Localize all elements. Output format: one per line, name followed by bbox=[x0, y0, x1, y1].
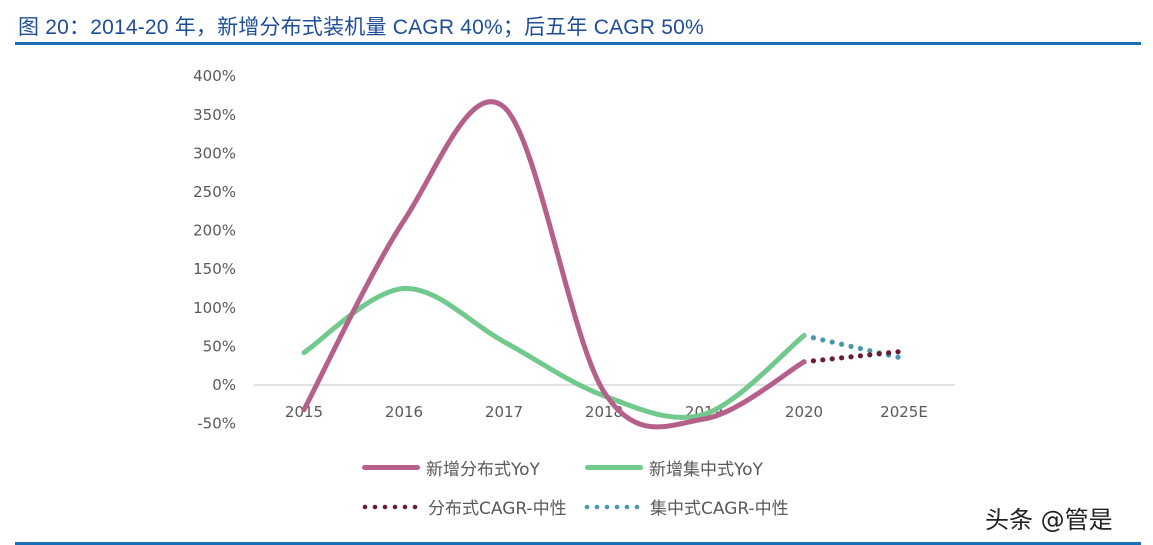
legend-item-centralized-cagr: 集中式CAGR-中性 bbox=[584, 494, 789, 519]
x-tick-label: 2016 bbox=[385, 403, 423, 421]
legend-label: 新增集中式YoY bbox=[649, 460, 763, 480]
legend-swatch-dotted-teal bbox=[584, 504, 640, 509]
legend-item-distributed-cagr: 分布式CAGR-中性 bbox=[362, 494, 567, 519]
y-tick-label: 100% bbox=[193, 299, 236, 317]
y-tick-label: 350% bbox=[193, 106, 236, 124]
legend-label: 新增分布式YoY bbox=[426, 460, 540, 480]
x-tick-label: 2020 bbox=[785, 403, 823, 421]
legend-swatch-solid-pink bbox=[362, 465, 420, 470]
legend-label: 集中式CAGR-中性 bbox=[650, 499, 789, 519]
legend-item-centralized-yoy: 新增集中式YoY bbox=[585, 455, 763, 480]
figure-title: 图 20：2014-20 年，新增分布式装机量 CAGR 40%；后五年 CAG… bbox=[18, 16, 704, 39]
watermark: 头条 @管是 bbox=[985, 506, 1113, 534]
chart-series bbox=[301, 99, 901, 430]
y-tick-label: 400% bbox=[193, 67, 236, 85]
x-tick-label: 2017 bbox=[485, 403, 523, 421]
series-centralized-yoy bbox=[301, 285, 807, 420]
series-distributed-yoy bbox=[301, 99, 807, 430]
y-tick-label: 250% bbox=[193, 183, 236, 201]
legend-item-distributed-yoy: 新增分布式YoY bbox=[362, 455, 540, 480]
series-distributed-cagr bbox=[801, 349, 901, 365]
bottom-rule bbox=[15, 542, 1141, 545]
y-tick-label: 0% bbox=[212, 376, 236, 394]
y-axis-ticks: 400% 350% 300% 250% 200% 150% 100% 50% 0% -50% bbox=[193, 67, 236, 432]
legend-swatch-dotted-maroon bbox=[362, 504, 418, 509]
y-tick-label: 300% bbox=[193, 144, 236, 162]
y-tick-label: -50% bbox=[197, 415, 236, 433]
y-tick-label: 200% bbox=[193, 222, 236, 240]
legend-swatch-solid-green bbox=[585, 465, 643, 470]
y-tick-label: 50% bbox=[203, 337, 236, 355]
legend-label: 分布式CAGR-中性 bbox=[428, 499, 567, 519]
x-axis-ticks: 2015 2016 2017 2018 2019 2020 2025E bbox=[285, 403, 928, 421]
top-rule bbox=[15, 42, 1141, 45]
y-tick-label: 150% bbox=[193, 260, 236, 278]
x-tick-label: 2025E bbox=[880, 403, 928, 421]
